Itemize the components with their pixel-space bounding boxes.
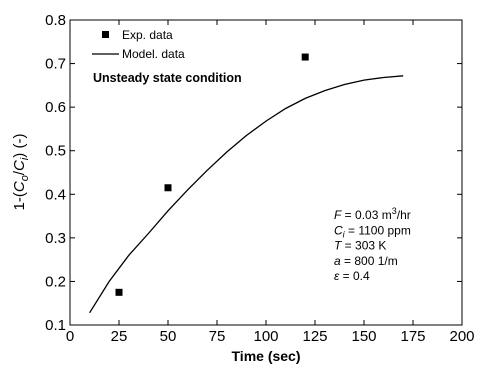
x-tick-label: 0 — [66, 328, 74, 345]
y-tick-label: 0.1 — [45, 317, 66, 334]
parameter-line: F = 0.03 m3/hr — [334, 206, 411, 222]
legend-label-exp: Exp. data — [122, 28, 173, 42]
exp-data-markers — [115, 53, 309, 296]
ticks-layer — [69, 19, 463, 326]
y-axis-label: 1-(Co/Ci) (-) — [11, 134, 31, 211]
y-tick-labels: 0.1 0.2 0.3 0.4 0.5 0.6 0.7 0.8 — [45, 12, 66, 334]
legend-label-model: Model. data — [122, 47, 185, 61]
model-data-line — [89, 75, 404, 314]
y-tick-label: 0.2 — [45, 273, 66, 290]
y-label-slash: / — [11, 170, 28, 175]
y-tick-label: 0.5 — [45, 143, 66, 160]
y-tick-label: 0.3 — [45, 230, 66, 247]
annotation-unsteady: Unsteady state condition — [93, 71, 242, 85]
x-tick-label: 175 — [400, 328, 425, 345]
plot-frame — [69, 19, 463, 326]
y-label-den: C — [11, 160, 28, 171]
y-label-prefix: 1-( — [11, 192, 28, 210]
x-tick-label: 100 — [253, 328, 278, 345]
y-tick-label: 0.6 — [45, 99, 66, 116]
x-tick-label: 200 — [449, 328, 474, 345]
y-tick-label: 0.4 — [45, 186, 66, 203]
y-label-num-sub: o — [19, 175, 31, 181]
exp-data-point — [301, 53, 309, 61]
exp-data-point — [164, 184, 172, 192]
y-label-num: C — [11, 181, 28, 192]
y-label-den-sub: i — [19, 157, 31, 160]
y-tick-label: 0.8 — [45, 12, 66, 29]
x-tick-label: 150 — [351, 328, 376, 345]
x-tick-label: 125 — [302, 328, 327, 345]
x-axis-label: Time (sec) — [232, 348, 301, 364]
parameter-line: Ci = 1100 ppm — [334, 223, 411, 239]
legend: Exp. data Model. data — [92, 28, 185, 61]
x-tick-labels: 0 25 50 75 100 125 150 175 200 — [66, 328, 475, 345]
x-tick-label: 75 — [209, 328, 226, 345]
legend-marker-exp — [102, 31, 109, 38]
parameter-line: a = 800 1/m — [334, 254, 398, 268]
y-label-suffix: ) (-) — [11, 134, 28, 158]
y-tick-label: 0.7 — [45, 56, 66, 73]
parameter-line: ε = 0.4 — [334, 269, 370, 283]
x-tick-label: 50 — [160, 328, 177, 345]
exp-data-point — [115, 288, 123, 296]
parameter-line: T = 303 K — [334, 239, 386, 253]
x-tick-label: 25 — [111, 328, 128, 345]
